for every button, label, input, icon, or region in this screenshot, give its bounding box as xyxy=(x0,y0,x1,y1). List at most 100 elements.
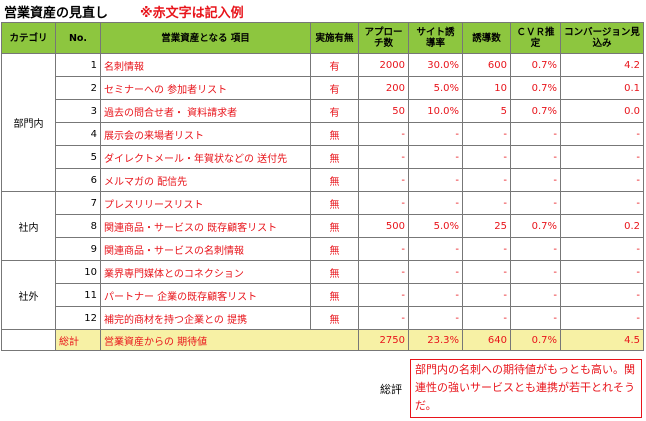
cell: 業界専門媒体とのコネクション xyxy=(100,260,311,284)
cell: - xyxy=(408,168,463,192)
total-cell: 2750 xyxy=(358,329,409,351)
cell: 5.0% xyxy=(408,214,463,238)
cell: 5 xyxy=(55,145,101,169)
total-cell: 総計 xyxy=(55,329,101,351)
cell: - xyxy=(358,191,409,215)
table-row: 12 補完的商材を持つ企業との 提携無 - - - - - xyxy=(2,306,644,330)
cell: 2 xyxy=(55,76,101,100)
cell: - xyxy=(560,122,644,146)
cell: 4.2 xyxy=(560,53,644,77)
cell: 無 xyxy=(310,306,359,330)
cell: 0.7% xyxy=(510,76,561,100)
cell: - xyxy=(510,145,561,169)
table-row: 6 メルマガの 配信先無 - - - - - xyxy=(2,168,644,192)
table-body: 部門内 1 名刺情報有 2000 30.0% 600 0.7% 4.2 2 セミナーへの 参加者リ… xyxy=(1,53,644,351)
total-cell: 640 xyxy=(462,329,511,351)
cell: - xyxy=(462,122,511,146)
cell: - xyxy=(510,306,561,330)
cell: - xyxy=(462,306,511,330)
column-header: 営業資産となる 項目 xyxy=(100,22,311,54)
total-cell: 営業資産からの 期待値 xyxy=(100,329,359,351)
cell: - xyxy=(408,306,463,330)
cell: - xyxy=(462,191,511,215)
table-row: 社外 10 業界専門媒体とのコネクション無 - - - - - xyxy=(1,260,644,330)
cell: 無 xyxy=(310,191,359,215)
cell: - xyxy=(408,191,463,215)
category-cell: 社内 xyxy=(1,191,56,261)
cell: 0.0 xyxy=(560,99,644,123)
cell: - xyxy=(560,191,644,215)
cell: 有 xyxy=(310,99,359,123)
total-cell: 4.5 xyxy=(560,329,644,351)
column-header: No. xyxy=(55,22,101,54)
cell: - xyxy=(560,237,644,261)
cell: - xyxy=(560,283,644,307)
cell: - xyxy=(358,168,409,192)
total-cell: 0.7% xyxy=(510,329,561,351)
cell: 25 xyxy=(462,214,511,238)
cell: - xyxy=(510,168,561,192)
cell: 200 xyxy=(358,76,409,100)
category-cell: 部門内 xyxy=(1,53,56,192)
cell: 5 xyxy=(462,99,511,123)
cell: 有 xyxy=(310,53,359,77)
cell: 無 xyxy=(310,283,359,307)
cell: 3 xyxy=(55,99,101,123)
title: 営業資産の見直し xyxy=(4,6,109,21)
cell: 1 xyxy=(55,53,101,77)
cell: - xyxy=(408,145,463,169)
column-header: カテゴリ xyxy=(1,22,56,54)
cell: - xyxy=(408,260,463,284)
cell: 4 xyxy=(55,122,101,146)
table-row: 2 セミナーへの 参加者リスト有 200 5.0% 10 0.7% 0.1 xyxy=(2,76,644,100)
cell: - xyxy=(462,168,511,192)
cell: 0.7% xyxy=(510,53,561,77)
table-row: 11 パートナー 企業の既存顧客リスト無 - - - - - xyxy=(2,283,644,307)
cell: 6 xyxy=(55,168,101,192)
cell: - xyxy=(462,283,511,307)
cell: - xyxy=(408,237,463,261)
cell: 0.2 xyxy=(560,214,644,238)
cell: ダイレクトメール・年賀状などの 送付先 xyxy=(100,145,311,169)
category-cell: 社外 xyxy=(1,260,56,330)
cell: - xyxy=(462,145,511,169)
cell: - xyxy=(358,306,409,330)
cell: 500 xyxy=(358,214,409,238)
cell: 50 xyxy=(358,99,409,123)
table-row: 5 ダイレクトメール・年賀状などの 送付先無 - - - - - xyxy=(2,145,644,169)
cell: 関連商品・サービスの名刺情報 xyxy=(100,237,311,261)
cell: 7 xyxy=(55,191,101,215)
blank-cell xyxy=(1,329,56,351)
cell: - xyxy=(510,191,561,215)
cell: 600 xyxy=(462,53,511,77)
cell: 30.0% xyxy=(408,53,463,77)
cell: セミナーへの 参加者リスト xyxy=(100,76,311,100)
table-row: 9 関連商品・サービスの名刺情報無 - - - - - xyxy=(2,237,644,261)
header-row: カテゴリ No. 営業資産となる 項目 実施有無 アプローチ数 サイト誘導率 誘導数 ＣＶＲ推… xyxy=(1,22,644,54)
column-header: ＣＶＲ推定 xyxy=(510,22,561,54)
cell: 無 xyxy=(310,260,359,284)
cell: - xyxy=(462,260,511,284)
cell: 2000 xyxy=(358,53,409,77)
cell: 10 xyxy=(55,260,101,284)
cell: 5.0% xyxy=(408,76,463,100)
cell: - xyxy=(560,306,644,330)
cell: 展示会の来場者リスト xyxy=(100,122,311,146)
cell: 10 xyxy=(462,76,511,100)
cell: - xyxy=(462,237,511,261)
cell: 名刺情報 xyxy=(100,53,311,77)
column-header: アプローチ数 xyxy=(358,22,409,54)
cell: 0.7% xyxy=(510,99,561,123)
cell: 過去の問合せ者・ 資料請求者 xyxy=(100,99,311,123)
column-header: 誘導数 xyxy=(462,22,511,54)
cell: - xyxy=(408,283,463,307)
table-row: 社内 7 プレスリリースリスト無 - - - - - xyxy=(1,191,644,261)
cell: 補完的商材を持つ企業との 提携 xyxy=(100,306,311,330)
note: ※赤文字は記入例 xyxy=(140,6,244,21)
cell: 無 xyxy=(310,145,359,169)
cell: - xyxy=(510,237,561,261)
cell: - xyxy=(510,260,561,284)
cell: 無 xyxy=(310,168,359,192)
cell: プレスリリースリスト xyxy=(100,191,311,215)
